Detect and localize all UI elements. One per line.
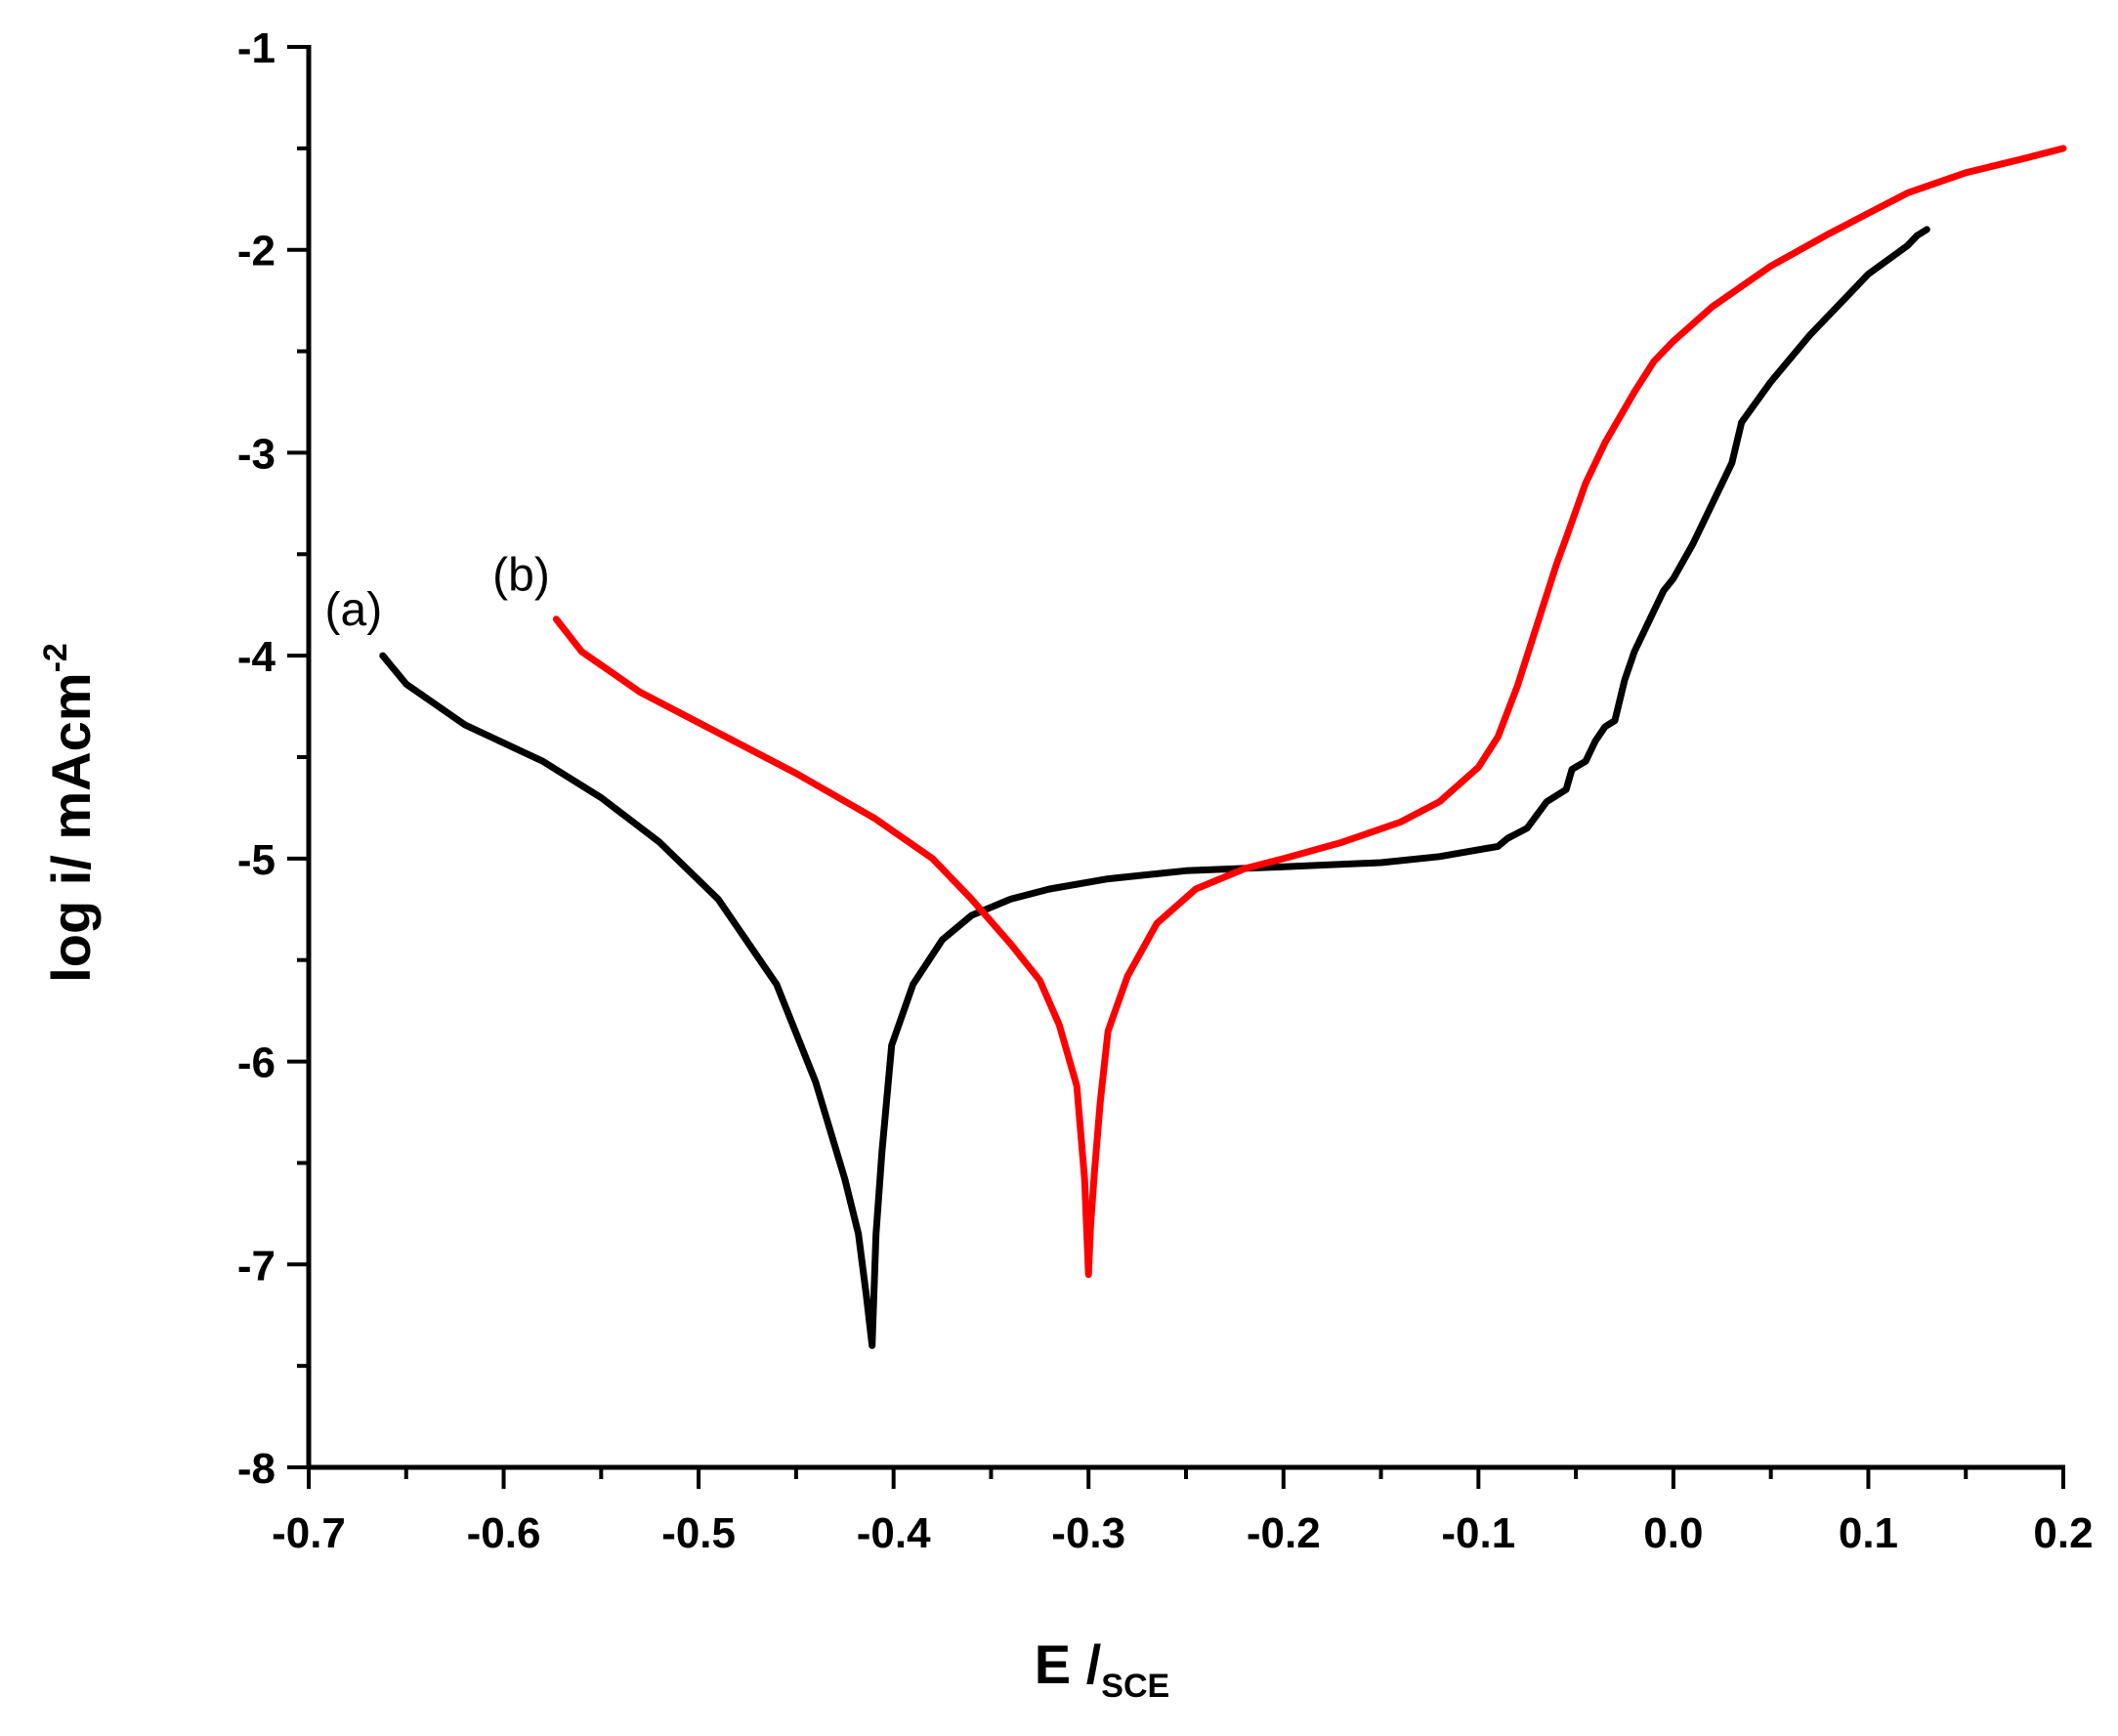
y-tick-label: -5 <box>237 836 275 884</box>
x-axis-title: E /SCE <box>1035 1633 1169 1705</box>
x-tick-label: 0.1 <box>1839 1509 1898 1557</box>
x-tick-label: -0.5 <box>661 1509 736 1557</box>
axes-layer <box>306 45 2065 1470</box>
y-tick-label: -7 <box>237 1242 275 1290</box>
y-axis-title: log i/ mAcm-2 <box>37 643 102 983</box>
x-tick-label: -0.1 <box>1441 1509 1515 1557</box>
x-axis-title-main: E / <box>1035 1633 1102 1695</box>
ticks-layer: -0.7 -0.6 -0.5 -0.4 -0.3 -0.2 -0.1 0.0 0.1 0.2 -8 -… <box>237 24 2094 1557</box>
series-line-b <box>552 145 2067 1279</box>
x-tick-label: -0.4 <box>857 1509 931 1557</box>
y-tick-label: -8 <box>237 1445 275 1493</box>
y-tick-label: -3 <box>237 430 275 478</box>
y-axis-title-main: log i/ mAcm <box>40 672 102 982</box>
x-tick-label: 0.0 <box>1643 1509 1703 1557</box>
x-tick-label: -0.3 <box>1051 1509 1125 1557</box>
series-line-a <box>379 226 1930 1349</box>
series-label-a: (a) <box>325 584 383 636</box>
y-tick-label: -2 <box>237 228 275 275</box>
y-tick-label: -1 <box>237 24 275 72</box>
x-tick-label: 0.2 <box>2033 1509 2093 1557</box>
labels-layer: (a) (b) <box>325 550 550 636</box>
x-tick-label: -0.2 <box>1247 1509 1321 1557</box>
y-axis-title-sup: -2 <box>37 643 74 672</box>
y-tick-label: -4 <box>237 633 276 681</box>
series-label-b: (b) <box>492 550 550 602</box>
y-tick-label: -6 <box>237 1039 275 1087</box>
x-tick-label: -0.7 <box>272 1509 346 1557</box>
x-axis-title-sub: SCE <box>1101 1668 1169 1705</box>
x-tick-label: -0.6 <box>467 1509 541 1557</box>
series-layer <box>379 145 2067 1349</box>
